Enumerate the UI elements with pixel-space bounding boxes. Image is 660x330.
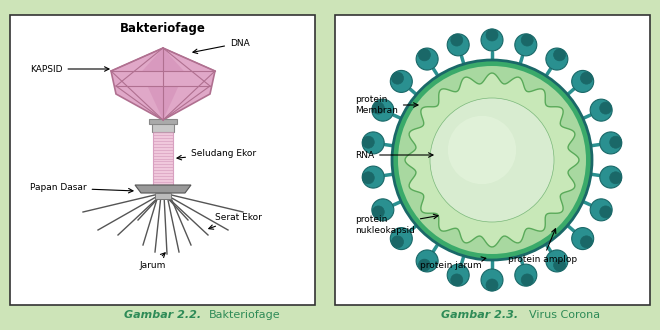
Circle shape [362,166,384,188]
Circle shape [590,199,612,221]
Text: Virus Corona: Virus Corona [529,310,601,320]
Bar [153,132,173,185]
Circle shape [447,264,469,286]
Circle shape [486,279,498,291]
Text: protein jarum: protein jarum [420,257,486,270]
Circle shape [416,48,438,70]
Circle shape [572,70,594,92]
Circle shape [521,274,533,286]
Circle shape [600,166,622,188]
Text: RNA: RNA [355,150,433,159]
Circle shape [600,132,622,154]
Circle shape [391,72,403,84]
Circle shape [610,136,622,148]
Circle shape [554,49,566,61]
Circle shape [580,236,593,248]
Circle shape [430,98,554,222]
Circle shape [590,99,612,121]
Bar [152,120,174,132]
Circle shape [481,29,503,51]
Circle shape [418,49,430,61]
Text: Bakteriofage: Bakteriofage [120,22,206,35]
Circle shape [554,259,566,271]
Text: Gambar 2.3.: Gambar 2.3. [442,310,519,320]
Circle shape [390,228,412,249]
Text: Serat Ekor: Serat Ekor [209,214,262,229]
Circle shape [372,102,384,114]
Polygon shape [142,48,183,71]
Circle shape [610,172,622,184]
Circle shape [418,259,430,271]
FancyBboxPatch shape [335,15,650,305]
Circle shape [546,250,568,272]
FancyBboxPatch shape [10,15,315,305]
Circle shape [362,132,384,154]
Bar [149,119,177,124]
Circle shape [398,66,586,254]
Text: Seludang Ekor: Seludang Ekor [177,149,256,160]
Circle shape [392,60,592,260]
Circle shape [600,206,612,218]
Polygon shape [147,86,179,120]
Text: Jarum: Jarum [140,253,166,270]
Circle shape [580,72,593,84]
Circle shape [515,34,537,56]
Circle shape [372,206,384,218]
Circle shape [362,136,374,148]
Circle shape [451,274,463,286]
Text: Bakteriofage: Bakteriofage [209,310,280,320]
Circle shape [521,34,533,46]
Text: Gambar 2.2.: Gambar 2.2. [125,310,201,320]
Text: protein
nukleokapsid: protein nukleokapsid [355,214,438,235]
Circle shape [362,172,374,184]
Text: Papan Dasar: Papan Dasar [30,183,133,193]
Circle shape [600,102,612,114]
Circle shape [391,236,403,248]
Circle shape [448,116,516,184]
Polygon shape [135,185,191,193]
Circle shape [546,48,568,70]
Circle shape [481,269,503,291]
Circle shape [451,34,463,46]
Text: DNA: DNA [193,39,249,53]
Circle shape [390,70,412,92]
Circle shape [515,264,537,286]
Circle shape [486,29,498,41]
Circle shape [416,250,438,272]
Text: KAPSID: KAPSID [30,64,109,74]
Polygon shape [405,73,579,247]
Bar [155,193,171,199]
Circle shape [372,99,394,121]
Text: protein amplop: protein amplop [508,229,577,265]
Polygon shape [111,48,215,120]
Circle shape [372,199,394,221]
Circle shape [447,34,469,56]
Text: protein
Membran: protein Membran [355,95,418,115]
Circle shape [572,228,594,249]
